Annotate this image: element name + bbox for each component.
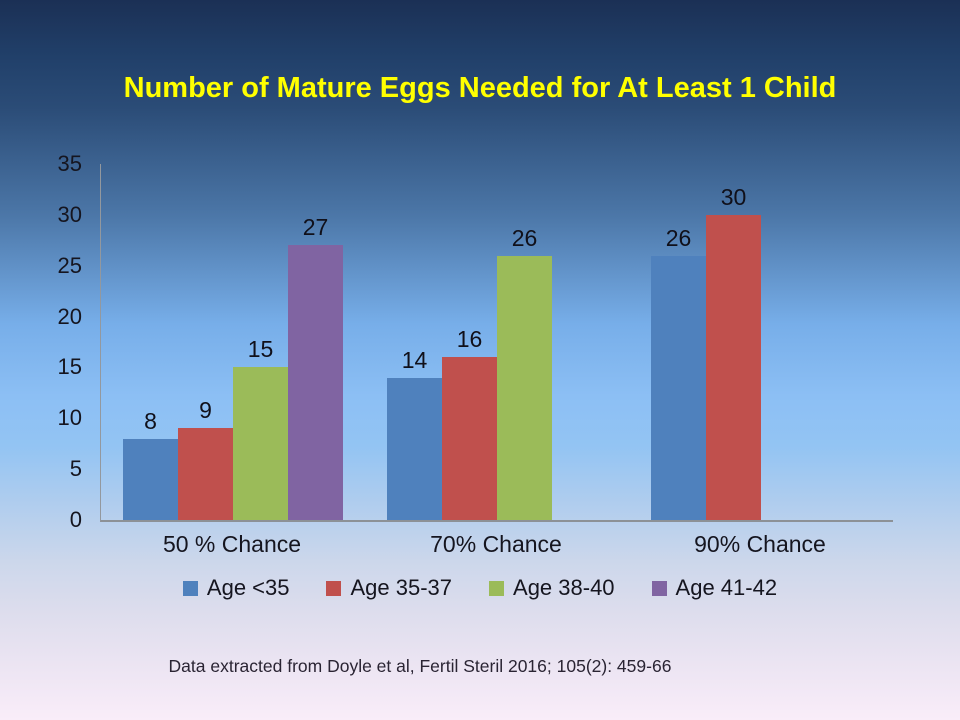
bar-slot-age-41-42 [552, 164, 607, 520]
y-tick-30: 30 [57, 201, 82, 227]
legend-label: Age 41-42 [675, 575, 778, 600]
y-tick-20: 20 [57, 303, 82, 329]
bar-slot-age-35-37: 16 [442, 164, 497, 520]
bar-slot-age-38-40: 15 [233, 164, 288, 520]
source-note: Data extracted from Doyle et al, Fertil … [168, 656, 672, 676]
bar-slot-age-35-37: 30 [706, 164, 761, 520]
bar-slot-age-41-42: 27 [288, 164, 343, 520]
bar-value-label: 27 [302, 214, 329, 240]
bar-value-label: 8 [144, 408, 157, 434]
category-label-50-chance: 50 % Chance [162, 531, 302, 557]
category-label-70-chance: 70% Chance [430, 531, 562, 557]
x-axis-labels: 50 % Chance 70% Chance 90% Chance [100, 528, 892, 560]
bar-age-35-90-chance [651, 256, 706, 520]
legend-swatch-icon [489, 580, 505, 596]
bar-age-35-37-70-chance [442, 357, 497, 520]
legend-swatch-icon [326, 580, 342, 596]
legend-swatch-icon [651, 580, 667, 596]
bar-slot-age-35: 26 [651, 164, 706, 520]
bar-value-label: 15 [247, 336, 274, 362]
y-tick-15: 15 [57, 354, 82, 380]
chart-title: Number of Mature Eggs Needed for At Leas… [123, 72, 837, 104]
bar-slot-age-35: 14 [387, 164, 442, 520]
bar-value-label: 26 [511, 225, 538, 251]
y-tick-25: 25 [57, 252, 82, 278]
y-tick-35: 35 [57, 151, 82, 176]
bar-age-38-40-70-chance [497, 256, 552, 520]
bar-age-38-40-50-chance [233, 367, 288, 520]
bar-value-label: 16 [456, 326, 483, 352]
y-tick-0: 0 [69, 507, 82, 532]
bar-value-label: 14 [401, 347, 428, 373]
bar-group-50-chance: 8 9 15 27 [101, 164, 365, 520]
legend-label: Age 35-37 [350, 575, 453, 600]
category-label-90-chance: 90% Chance [694, 531, 826, 557]
bar-group-70-chance: 14 16 26 [365, 164, 629, 520]
bar-age-41-42-50-chance [288, 245, 343, 520]
bar-slot-age-35: 8 [123, 164, 178, 520]
bar-age-35-50-chance [123, 439, 178, 520]
legend: Age <35 Age 35-37 Age 38-40 Age 41-42 [0, 574, 960, 602]
legend-item-age-35-37: Age 35-37 [326, 574, 452, 602]
legend-label: Age <35 [206, 575, 290, 600]
legend-item-age-41-42: Age 41-42 [651, 574, 778, 602]
bar-value-label: 26 [665, 225, 692, 251]
bar-group-90-chance: 26 30 [629, 164, 893, 520]
plot-area: 8 9 15 27 14 16 26 26 30 [100, 164, 893, 522]
bar-age-35-70-chance [387, 378, 442, 520]
bar-slot-age-38-40: 26 [497, 164, 552, 520]
legend-label: Age 38-40 [513, 575, 615, 600]
bar-slot-age-41-42 [816, 164, 871, 520]
bar-value-label: 30 [720, 184, 747, 210]
y-tick-10: 10 [57, 405, 82, 431]
bar-value-label: 9 [199, 397, 212, 423]
bar-slot-age-38-40 [761, 164, 816, 520]
bar-slot-age-35-37: 9 [178, 164, 233, 520]
y-axis: 0 5 10 15 20 25 30 35 [36, 151, 88, 532]
bar-age-35-37-90-chance [706, 215, 761, 520]
legend-swatch-icon [182, 580, 198, 596]
legend-item-age-35: Age <35 [182, 574, 290, 602]
legend-item-age-38-40: Age 38-40 [489, 574, 615, 602]
y-tick-5: 5 [69, 456, 82, 482]
bar-age-35-37-50-chance [178, 428, 233, 520]
